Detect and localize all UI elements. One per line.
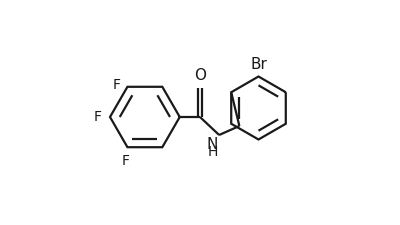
Text: F: F (94, 110, 102, 124)
Text: Br: Br (250, 57, 267, 72)
Text: N: N (207, 137, 218, 152)
Text: H: H (208, 145, 218, 159)
Text: O: O (194, 68, 206, 83)
Text: F: F (121, 154, 129, 168)
Text: F: F (112, 78, 120, 92)
